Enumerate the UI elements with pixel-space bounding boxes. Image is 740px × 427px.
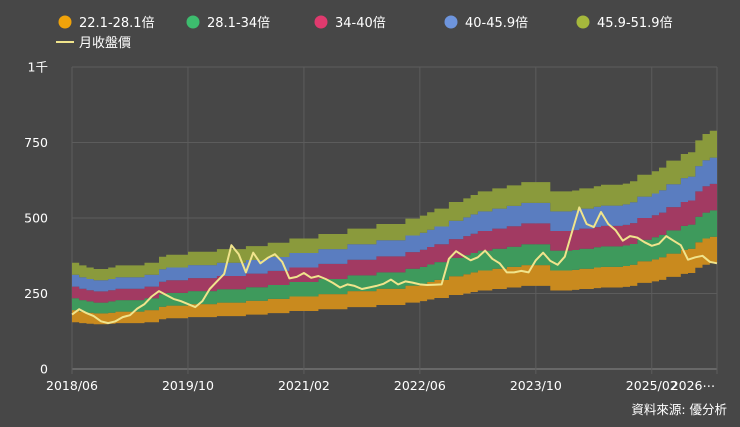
x-tick-label-1: 2019/10: [162, 378, 214, 393]
x-tick-label-2: 2021/02: [278, 378, 330, 393]
y-tick-label-1: 250: [24, 286, 48, 301]
legend-label-1[interactable]: 28.1-34倍: [207, 16, 270, 31]
x-tick-label-5: 2025/02: [626, 378, 678, 393]
legend: 22.1-28.1倍 28.1-34倍 34-40倍 40-45.9倍 45.9-51.…: [56, 15, 673, 51]
y-tick-label-2: 500: [24, 211, 48, 226]
band-2: [72, 180, 717, 303]
y-tick-label-4: 1千: [28, 60, 48, 75]
y-axis: 0 250 500 750 1千: [24, 60, 48, 377]
legend-label-2[interactable]: 34-40倍: [335, 16, 386, 31]
y-tick-label-3: 750: [24, 135, 48, 150]
band-1: [72, 207, 717, 314]
price-series: [71, 206, 718, 325]
price-line: [71, 206, 718, 325]
legend-label-0[interactable]: 22.1-28.1倍: [79, 16, 155, 31]
legend-marker-2[interactable]: [314, 15, 328, 29]
y-tick-label-0: 0: [40, 362, 48, 377]
x-tick-label-0: 2018/06: [46, 378, 98, 393]
legend-marker-0[interactable]: [58, 15, 72, 29]
legend-marker-1[interactable]: [186, 15, 200, 29]
legend-label-5[interactable]: 月收盤價: [79, 36, 131, 51]
legend-marker-4[interactable]: [576, 15, 590, 29]
valuation-bands: [72, 126, 717, 325]
legend-label-4[interactable]: 45.9-51.9倍: [597, 16, 673, 31]
legend-marker-3[interactable]: [444, 15, 458, 29]
x-tick-label-4: 2023/10: [510, 378, 562, 393]
legend-label-3[interactable]: 40-45.9倍: [465, 16, 528, 31]
band-4: [72, 126, 717, 281]
x-axis: 2018/06 2019/10 2021/02 2022/06 2023/10 2025/…: [46, 378, 715, 393]
x-tick-label-3: 2022/06: [394, 378, 446, 393]
x-tick-label-6: 2026⋯: [671, 378, 715, 393]
band-0: [72, 234, 717, 325]
band-3: [72, 153, 717, 292]
source-note: 資料來源: 優分析: [631, 402, 727, 417]
